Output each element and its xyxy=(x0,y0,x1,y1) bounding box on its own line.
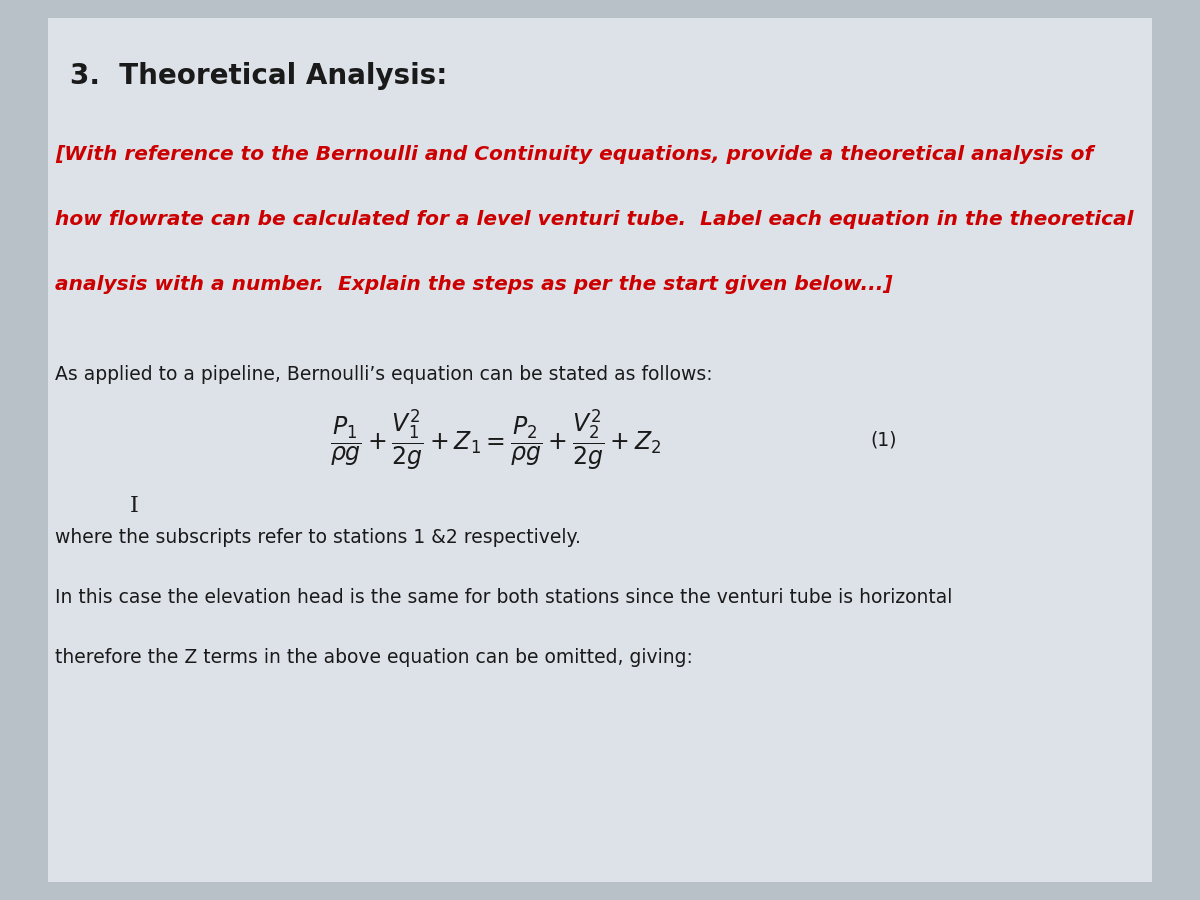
Text: analysis with a number.  Explain the steps as per the start given below...]: analysis with a number. Explain the step… xyxy=(55,275,893,294)
Text: where the subscripts refer to stations 1 &2 respectively.: where the subscripts refer to stations 1… xyxy=(55,528,581,547)
Text: (1): (1) xyxy=(870,430,896,449)
Text: As applied to a pipeline, Bernoulli’s equation can be stated as follows:: As applied to a pipeline, Bernoulli’s eq… xyxy=(55,365,713,384)
Text: [With reference to the Bernoulli and Continuity equations, provide a theoretical: [With reference to the Bernoulli and Con… xyxy=(55,145,1093,164)
Text: 3.  Theoretical Analysis:: 3. Theoretical Analysis: xyxy=(70,62,448,90)
Text: therefore the Z terms in the above equation can be omitted, giving:: therefore the Z terms in the above equat… xyxy=(55,648,692,667)
Text: how flowrate can be calculated for a level venturi tube.  Label each equation in: how flowrate can be calculated for a lev… xyxy=(55,210,1134,229)
Text: In this case the elevation head is the same for both stations since the venturi : In this case the elevation head is the s… xyxy=(55,588,953,607)
Text: $\dfrac{P_1}{\rho g} + \dfrac{V_1^2}{2g} + Z_1 = \dfrac{P_2}{\rho g} + \dfrac{V_: $\dfrac{P_1}{\rho g} + \dfrac{V_1^2}{2g}… xyxy=(330,408,661,472)
Text: I: I xyxy=(130,495,139,517)
